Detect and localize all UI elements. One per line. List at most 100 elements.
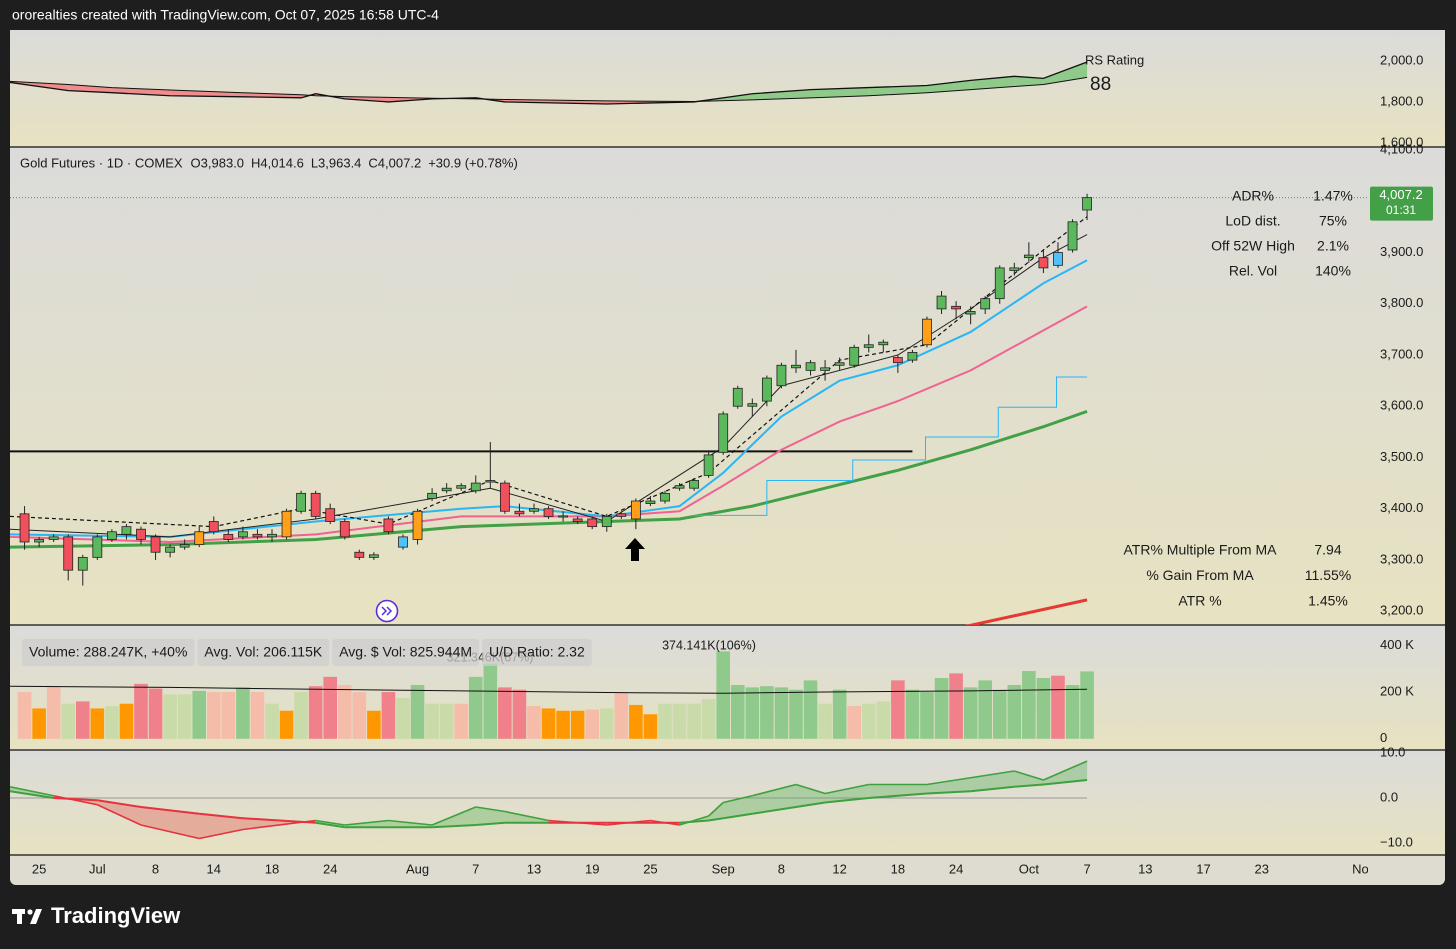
watermark: TradingView xyxy=(51,903,181,928)
volume-bar xyxy=(716,651,731,739)
volume-bar xyxy=(803,680,818,739)
fill-band xyxy=(475,806,505,825)
fill-band xyxy=(868,784,927,799)
volume-bar xyxy=(337,685,352,739)
volume-bar xyxy=(629,704,643,739)
x-tick-label: 18 xyxy=(891,861,905,876)
stat-value: 1.45% xyxy=(1308,593,1348,609)
volume-bar xyxy=(105,706,119,739)
volume-bar xyxy=(760,686,774,739)
volume-bar xyxy=(483,663,498,739)
line-segment xyxy=(431,806,477,826)
line-segment xyxy=(315,821,345,829)
volume-bar xyxy=(323,676,338,739)
moving-average xyxy=(10,259,1088,538)
candle-body xyxy=(616,513,627,517)
x-tick-label: 24 xyxy=(949,861,963,876)
info-box xyxy=(332,639,480,666)
candle-body xyxy=(558,515,568,518)
rs-rating: 88 xyxy=(1090,74,1111,95)
line-segment xyxy=(1043,779,1088,786)
candle-body xyxy=(965,311,976,315)
candle-body xyxy=(645,500,656,504)
candle-body xyxy=(630,500,641,520)
candle-body xyxy=(296,492,307,512)
volume-bar xyxy=(75,701,90,739)
fill-band xyxy=(825,784,869,803)
volume-bar xyxy=(643,714,658,739)
volume-bar xyxy=(177,694,192,739)
line-segment xyxy=(504,810,549,822)
x-tick-label: 24 xyxy=(323,861,337,876)
candle-body xyxy=(398,536,408,548)
candle-body xyxy=(179,544,190,548)
candle-body xyxy=(660,492,670,502)
line-segment xyxy=(242,817,316,824)
line-segment xyxy=(1014,783,1044,788)
fill-band xyxy=(810,87,869,98)
line-segment xyxy=(708,817,724,822)
y-tick-label: 200 K xyxy=(1380,683,1414,698)
candle-body xyxy=(441,487,452,492)
candle-body xyxy=(456,485,467,489)
candle-body xyxy=(907,352,918,361)
fill-band xyxy=(752,784,796,814)
moving-average xyxy=(965,598,1088,625)
x-tick-label: 25 xyxy=(643,861,657,876)
price-badge-label: 4,007.2 xyxy=(1379,187,1422,202)
info-label: Volume: 288.247K, +40% xyxy=(29,644,187,660)
volume-bar xyxy=(920,692,934,739)
candle-body xyxy=(1009,267,1020,271)
header-text: ororealties created with TradingView.com… xyxy=(12,7,439,23)
candle-body xyxy=(354,551,365,558)
line-segment xyxy=(795,783,826,795)
line-segment xyxy=(1014,770,1044,781)
stat-label: ADR% xyxy=(1232,188,1274,204)
volume-bar xyxy=(614,693,629,739)
x-tick-label: 25 xyxy=(32,861,46,876)
overlay: 1,600.0 1,800.0 2,000.0 3,200.0 3,300.0 3,400… xyxy=(20,52,1433,849)
events-icon[interactable] xyxy=(375,599,399,623)
candle-body xyxy=(674,485,685,489)
volume-bar xyxy=(934,678,949,739)
stat-value: 2.1% xyxy=(1317,238,1349,254)
x-tick-label: 23 xyxy=(1255,861,1269,876)
y-tick-label: 1,600.0 xyxy=(1380,134,1423,149)
candle-body xyxy=(412,510,423,540)
fill-band xyxy=(97,800,141,825)
volume-bar xyxy=(352,692,367,739)
candle-body xyxy=(34,539,45,543)
volume-bar xyxy=(774,687,789,739)
fill-band xyxy=(752,89,811,100)
stat-label: LoD dist. xyxy=(1225,213,1280,229)
candle-body xyxy=(529,508,539,512)
line-segment xyxy=(10,785,54,797)
candle-body xyxy=(281,510,292,538)
candle-body xyxy=(325,508,336,522)
line-segment xyxy=(723,812,753,820)
line-segment xyxy=(824,783,869,795)
y-tick-label: −10.0 xyxy=(1380,834,1413,849)
oscillator-plot xyxy=(10,760,1088,840)
x-tick-label: Nov xyxy=(1352,861,1376,876)
stat-label: Off 52W High xyxy=(1211,238,1295,254)
candle-body xyxy=(601,515,612,528)
stat-value: 1.47% xyxy=(1313,188,1353,204)
fill-band xyxy=(199,813,243,839)
moving-average xyxy=(10,305,1088,544)
volume-bar xyxy=(876,701,891,739)
candle-body xyxy=(92,536,103,558)
line-segment xyxy=(10,790,54,799)
x-tick-label: 7 xyxy=(1083,861,1090,876)
x-tick-label: 18 xyxy=(265,861,279,876)
volume-bar xyxy=(498,687,512,739)
volume-bar xyxy=(439,703,454,739)
candle-body xyxy=(383,518,394,533)
candle-body xyxy=(267,533,277,538)
fill-band xyxy=(1014,771,1044,787)
volume-bar xyxy=(541,708,556,739)
volume-bar xyxy=(279,710,294,739)
info-label: Avg. $ Vol: 825.944M xyxy=(339,644,472,660)
line-segment xyxy=(432,823,476,829)
volume-annotation: 374.141K(106%) xyxy=(662,638,756,652)
